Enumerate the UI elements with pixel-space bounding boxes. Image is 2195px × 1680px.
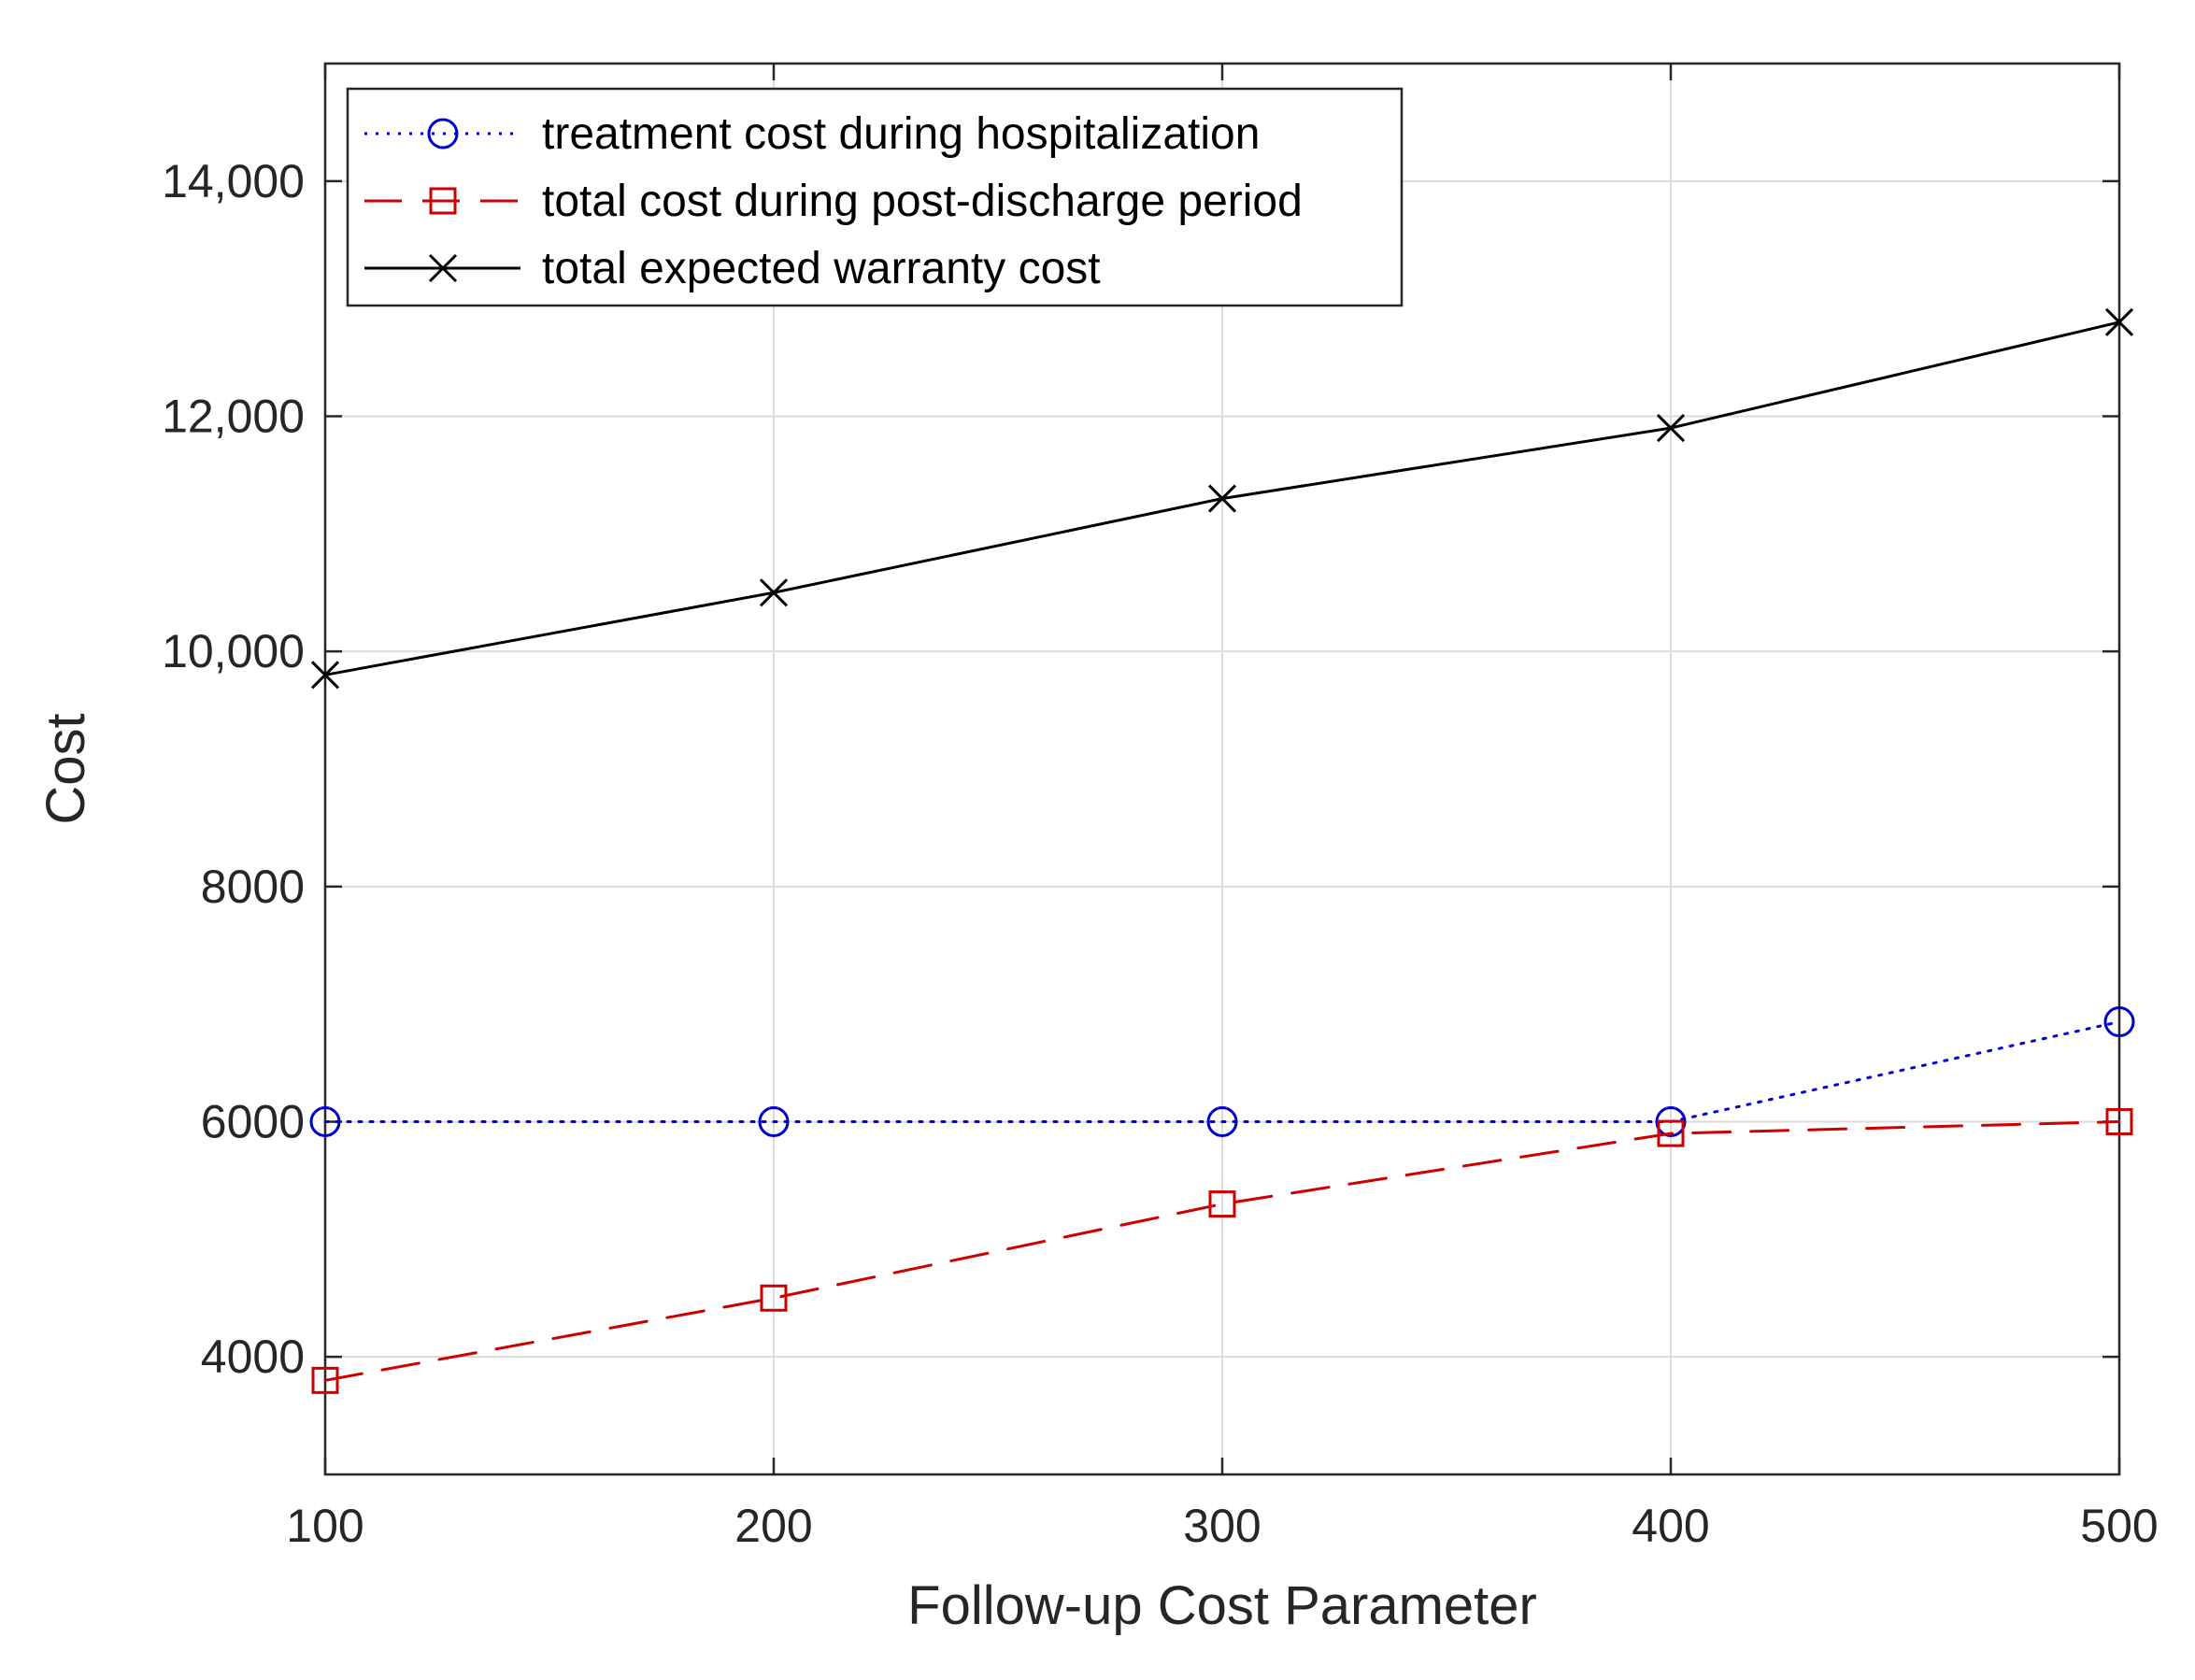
legend-label: treatment cost during hospitalization <box>542 109 1260 159</box>
series-3 <box>310 307 2134 690</box>
legend-marker <box>429 187 457 215</box>
data-point-marker <box>1208 1190 1236 1218</box>
y-axis-title: Cost <box>36 713 96 824</box>
x-tick-label: 100 <box>286 1500 363 1552</box>
data-point-marker <box>309 1106 341 1137</box>
x-axis-title: Follow-up Cost Parameter <box>907 1575 1537 1636</box>
data-point-marker <box>759 578 789 607</box>
legend-item: treatment cost during hospitalization <box>364 109 1260 159</box>
data-point-marker <box>1206 1106 1238 1137</box>
data-point-marker <box>2105 1108 2133 1135</box>
data-point-marker <box>2103 1006 2135 1038</box>
data-point-marker <box>758 1106 790 1137</box>
data-point-marker <box>2104 307 2134 336</box>
y-tick-label: 4000 <box>201 1331 305 1383</box>
x-tick-label: 200 <box>734 1500 812 1552</box>
y-tick-label: 12,000 <box>162 391 305 443</box>
y-tick-label: 8000 <box>201 861 305 913</box>
series-2 <box>311 1108 2133 1394</box>
data-point-marker <box>310 661 340 690</box>
data-point-marker <box>1655 1106 1687 1137</box>
data-point-marker <box>1657 1119 1685 1147</box>
x-tick-label: 500 <box>2080 1500 2158 1552</box>
series-1 <box>309 1006 2135 1137</box>
legend-marker <box>427 118 459 149</box>
x-tick-label: 400 <box>1632 1500 1709 1552</box>
series-line <box>323 1020 2121 1123</box>
x-tick-label: 300 <box>1183 1500 1261 1552</box>
legend-item: total cost during post-discharge period <box>364 177 1303 226</box>
legend-box <box>346 87 1404 307</box>
data-point-marker <box>311 1366 339 1394</box>
y-tick-label: 14,000 <box>162 155 305 207</box>
axis-ticks: 100 200 300 400 500 4000 6000 8000 10,000 12,000 1… <box>162 64 2159 1552</box>
legend-item: total expected warranty cost <box>364 244 1101 293</box>
y-tick-label: 6000 <box>201 1096 305 1148</box>
legend-label: total cost during post-discharge period <box>542 177 1303 226</box>
legend-label: total expected warranty cost <box>542 244 1101 293</box>
data-series <box>309 307 2135 1394</box>
data-point-marker <box>1656 414 1686 443</box>
data-point-marker <box>760 1284 788 1312</box>
data-point-marker <box>1207 484 1237 513</box>
series-line <box>323 1120 2121 1382</box>
legend-marker <box>428 253 458 283</box>
legend: treatment cost during hospitalization tot… <box>346 87 1404 307</box>
y-tick-label: 10,000 <box>162 625 305 677</box>
